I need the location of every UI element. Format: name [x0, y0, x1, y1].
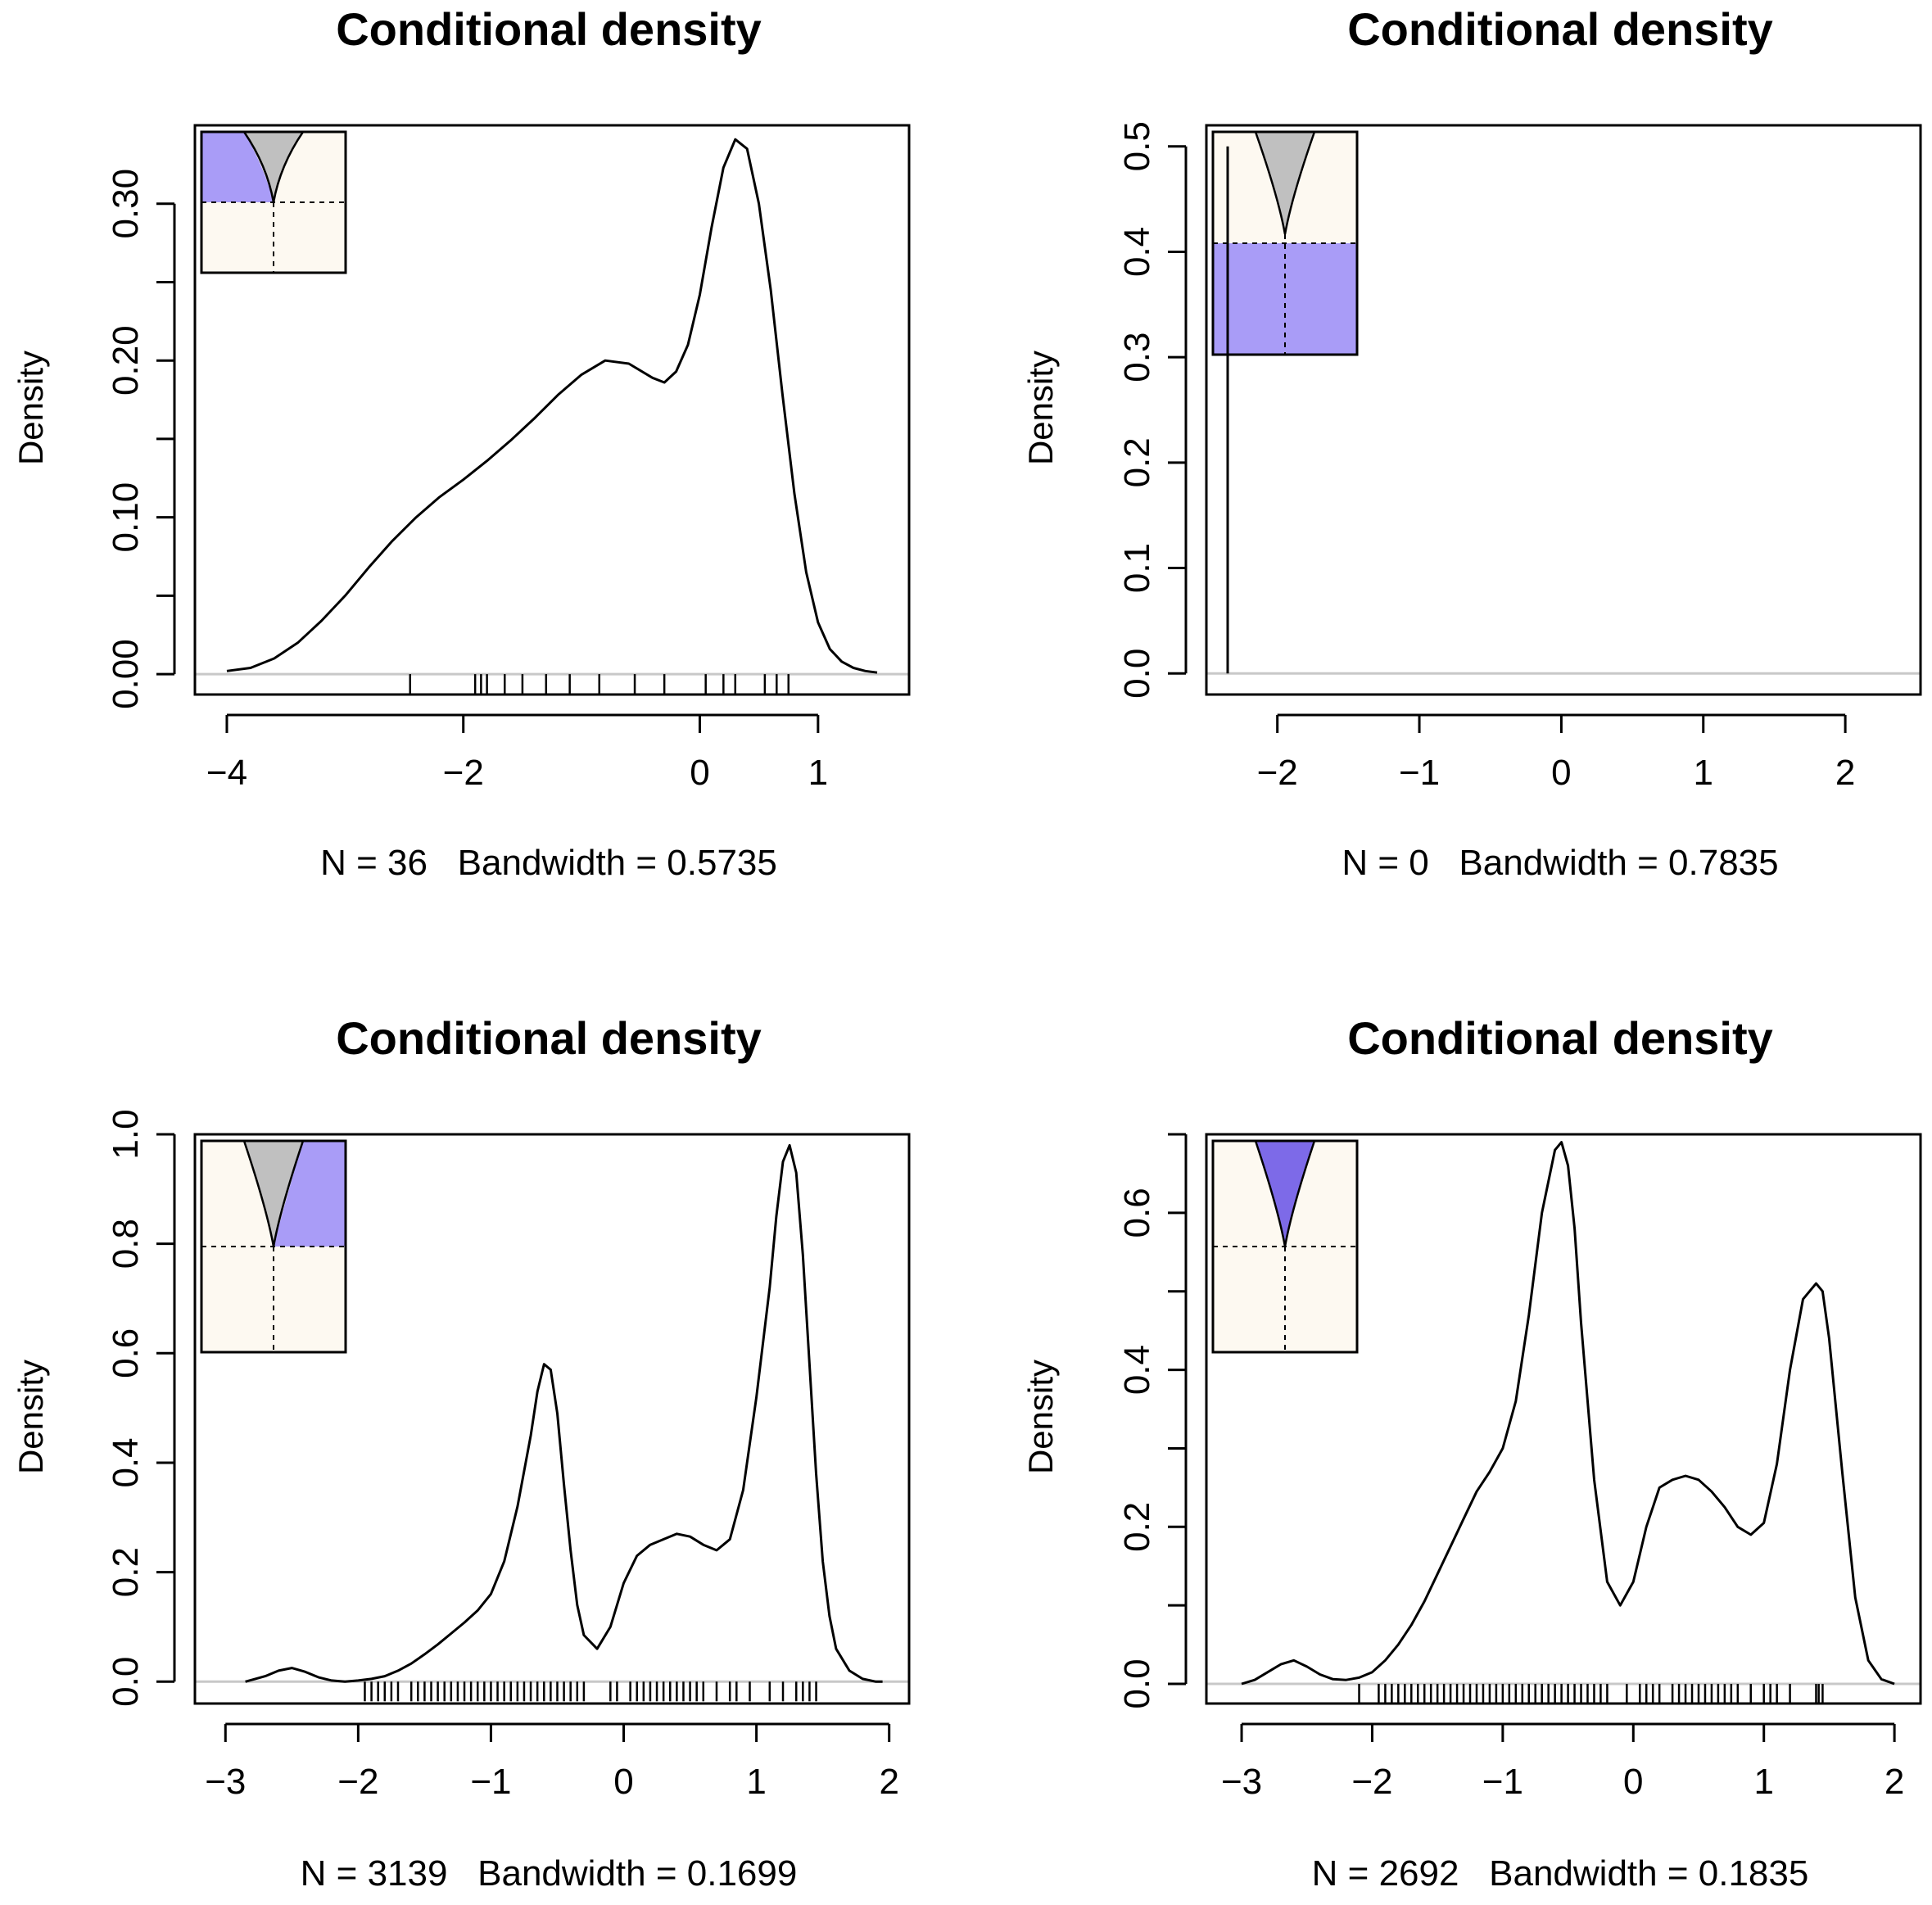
density-curve — [245, 1143, 883, 1683]
y-tick-label: 1.0 — [106, 1109, 146, 1159]
panel-1-xlabel: N = 36 Bandwidth = 0.5735 — [320, 843, 777, 883]
x-tick-label: −1 — [1399, 753, 1440, 793]
plot-frame — [1205, 1133, 1922, 1705]
panel-2-title: Conditional density — [1347, 3, 1773, 55]
y-tick-label: 0.2 — [106, 1547, 146, 1597]
inset-shaded-region — [201, 132, 274, 202]
panel-2-xlabel: N = 0 Bandwidth = 0.7835 — [1342, 843, 1778, 883]
inset-frame — [1211, 1139, 1359, 1354]
panel-1-inset — [200, 130, 347, 274]
x-tick-label: −2 — [337, 1762, 378, 1802]
x-tick-label: 2 — [1884, 1762, 1904, 1802]
density-curve — [1241, 1141, 1895, 1686]
panel-3-xlabel: N = 3139 Bandwidth = 0.1699 — [301, 1853, 798, 1894]
y-tick-label: 0.4 — [106, 1437, 146, 1487]
inset-shaded-region — [274, 1141, 346, 1247]
inset-peak-shape — [1254, 130, 1316, 235]
inset-frame — [200, 130, 347, 274]
panel-4-title: Conditional density — [1347, 1012, 1773, 1064]
y-tick-label: 0.2 — [1117, 437, 1157, 487]
panel-1-plot: −4 −2 0 1 0.00 0.10 0.20 0.30 — [106, 124, 911, 793]
panel-2: Conditional density −2 −1 0 1 2 0.0 0.1 0.2 0.3 0… — [1021, 3, 1922, 883]
y-tick-label: 0.2 — [1117, 1502, 1157, 1552]
inset-shaded-region — [1213, 243, 1357, 355]
x-tick-label: 1 — [1753, 1762, 1773, 1802]
panel-2-inset — [1211, 130, 1359, 356]
x-tick-label: −4 — [206, 753, 247, 793]
panel-3-plot: −3 −2 −1 0 1 2 0.0 0.2 0.4 0.6 0.8 1.0 — [106, 1109, 911, 1802]
panel-3: Conditional density −3 −2 −1 0 1 2 0.0 0.2 0.4 0.… — [11, 1012, 911, 1894]
y-tick-label: 0.30 — [106, 169, 146, 239]
y-tick-label: 0.1 — [1117, 543, 1157, 593]
panel-1: Conditional density −4 −2 0 1 0.00 0.10 0.20 0.… — [11, 3, 911, 883]
panel-3-title: Conditional density — [336, 1012, 762, 1064]
panel-1-title: Conditional density — [336, 3, 762, 55]
y-tick-label: 0.6 — [1117, 1188, 1157, 1238]
inset-frame — [200, 1139, 347, 1354]
x-tick-label: 1 — [808, 753, 828, 793]
inset-frame — [1211, 130, 1359, 356]
x-tick-label: 2 — [879, 1762, 898, 1802]
y-tick-label: 0.0 — [106, 1657, 146, 1707]
x-tick-label: −3 — [1221, 1762, 1262, 1802]
x-tick-label: −2 — [443, 753, 484, 793]
y-tick-label: 0.0 — [1117, 649, 1157, 699]
y-tick-label: 0.4 — [1117, 227, 1157, 277]
x-tick-label: 1 — [746, 1762, 766, 1802]
y-tick-label: 0.5 — [1117, 121, 1157, 171]
y-tick-label: 0.3 — [1117, 333, 1157, 382]
panel-4-ylabel: Density — [1021, 1360, 1060, 1474]
y-tick-label: 0.6 — [106, 1328, 146, 1378]
x-tick-label: −1 — [1482, 1762, 1523, 1802]
panel-1-ylabel: Density — [11, 351, 50, 465]
panel-2-ylabel: Density — [1021, 351, 1060, 465]
y-tick-label: 0.0 — [1117, 1658, 1157, 1708]
y-tick-label: 0.20 — [106, 325, 146, 396]
x-tick-label: 0 — [690, 753, 709, 793]
plot-frame — [193, 124, 911, 696]
x-tick-label: 0 — [613, 1762, 633, 1802]
plot-frame — [193, 1133, 911, 1705]
x-tick-label: 1 — [1694, 753, 1713, 793]
x-tick-label: −2 — [1351, 1762, 1392, 1802]
x-tick-label: −2 — [1257, 753, 1298, 793]
y-tick-label: 0.8 — [106, 1219, 146, 1269]
plot-frame — [1205, 124, 1922, 696]
panel-4-inset — [1211, 1139, 1359, 1354]
x-tick-label: 2 — [1835, 753, 1855, 793]
y-tick-label: 0.4 — [1117, 1345, 1157, 1395]
panel-2-plot: −2 −1 0 1 2 0.0 0.1 0.2 0.3 0.4 0.5 — [1117, 121, 1922, 793]
panel-4-plot: −3 −2 −1 0 1 2 0.0 0.2 0.4 0.6 — [1117, 1133, 1922, 1802]
panel-3-inset — [200, 1139, 347, 1354]
x-tick-label: −3 — [205, 1762, 246, 1802]
panel-3-ylabel: Density — [11, 1360, 50, 1474]
y-tick-label: 0.10 — [106, 482, 146, 553]
y-tick-label: 0.00 — [106, 639, 146, 709]
panel-4-xlabel: N = 2692 Bandwidth = 0.1835 — [1312, 1853, 1809, 1894]
x-tick-label: −1 — [470, 1762, 511, 1802]
panel-4: Conditional density −3 −2 −1 0 1 2 0.0 0.2 0.4 0.… — [1021, 1012, 1922, 1894]
x-tick-label: 0 — [1551, 753, 1571, 793]
density-curve — [226, 138, 878, 674]
x-tick-label: 0 — [1623, 1762, 1643, 1802]
